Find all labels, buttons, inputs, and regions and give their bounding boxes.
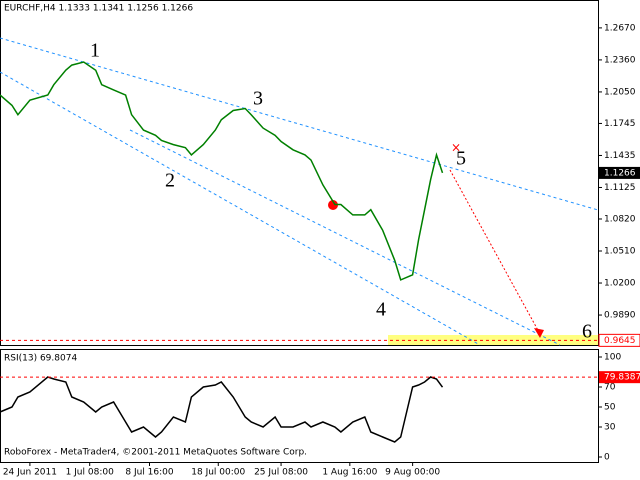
rsi-panel — [0, 349, 599, 463]
wave-label: 5 — [456, 148, 466, 170]
target-label: 0.9645 — [604, 336, 636, 346]
y-tick-label: 1.1435 — [604, 151, 636, 161]
x-tick-label: 24 Jun 2011 — [3, 468, 57, 478]
wave-label: 6 — [582, 321, 592, 343]
y-tick-label: 70 — [604, 383, 616, 393]
forecast-arrow — [449, 169, 541, 335]
wave-label: 3 — [253, 88, 263, 110]
y-tick-label: 1.0510 — [604, 247, 636, 257]
chart-title: EURCHF,H4 1.1333 1.1341 1.1256 1.1266 — [4, 4, 193, 14]
y-tick-label: 50 — [604, 403, 616, 413]
y-tick-label: 1.2360 — [604, 55, 636, 65]
price-box — [599, 166, 640, 179]
y-tick-label: 1.1745 — [604, 119, 636, 129]
x-tick-label: 25 Jul 08:00 — [254, 468, 308, 478]
y-tick-label: 1.0200 — [604, 279, 636, 289]
price-line — [0, 376, 444, 443]
rsi-title: RSI(13) 69.8074 — [4, 354, 77, 364]
y-tick-label: 0.9890 — [604, 311, 636, 321]
arrow-head — [534, 328, 544, 338]
y-tick-label: 1.0820 — [604, 214, 636, 224]
source: RoboForex - MetaTrader4, ©2001-2011 Meta… — [4, 448, 307, 458]
target-box — [598, 333, 640, 347]
y-tick-label: 1.2050 — [604, 87, 636, 97]
price-label: 1.1266 — [604, 168, 636, 178]
y-tick-label: 30 — [604, 423, 616, 433]
wave-label: 2 — [165, 170, 175, 192]
level-box — [599, 371, 640, 384]
level-label: 79.8387 — [604, 373, 640, 383]
wave-label: 4 — [376, 299, 386, 321]
trend-line — [0, 71, 481, 346]
y-tick-label: 0 — [604, 453, 610, 463]
main-panel — [0, 0, 599, 346]
y-tick-label: 1.1125 — [604, 183, 636, 193]
x-tick-label: 1 Aug 16:00 — [322, 468, 377, 478]
x-tick-label: 8 Jul 16:00 — [125, 468, 174, 478]
wave-label: 1 — [90, 40, 100, 62]
y-tick-label: 1.2670 — [604, 23, 636, 33]
price-line — [0, 61, 444, 281]
trend-line — [129, 129, 561, 346]
x-tick-label: 9 Aug 00:00 — [385, 468, 440, 478]
x-tick-label: 18 Jul 00:00 — [191, 468, 245, 478]
cross-mark: × — [451, 141, 461, 155]
trend-line — [0, 37, 599, 211]
y-tick-label: 100 — [604, 353, 621, 363]
x-tick-label: 1 Jul 08:00 — [66, 468, 115, 478]
marker — [328, 200, 338, 210]
